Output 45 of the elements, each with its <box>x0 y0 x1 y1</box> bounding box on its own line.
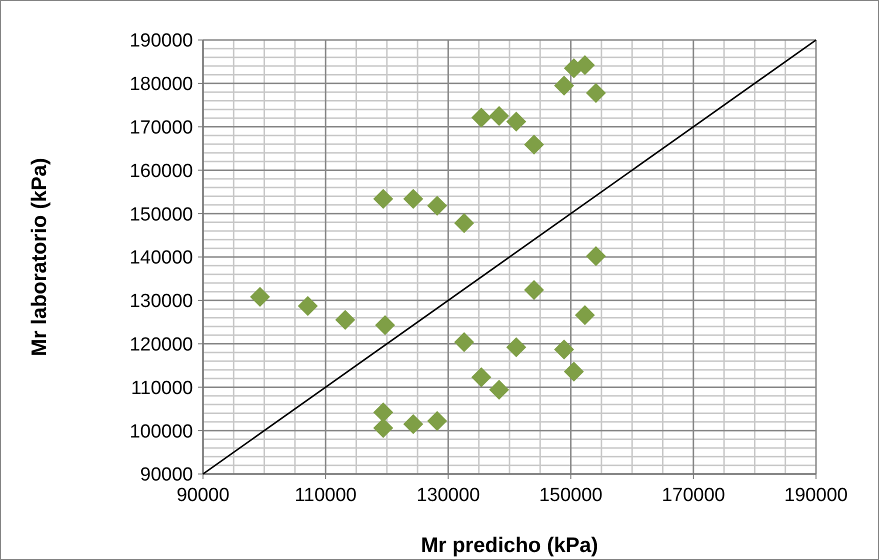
x-tick-label: 110000 <box>294 485 357 506</box>
y-tick-label: 120000 <box>130 334 193 356</box>
point <box>427 411 448 432</box>
point <box>373 188 394 209</box>
y-tick-label: 160000 <box>130 160 193 182</box>
point <box>489 106 510 126</box>
y-tick-label: 180000 <box>130 74 193 96</box>
point <box>586 82 606 103</box>
point <box>471 367 492 388</box>
point <box>298 296 318 316</box>
point <box>554 76 574 96</box>
point <box>564 362 584 382</box>
y-tick-label: 90000 <box>140 464 193 486</box>
point <box>489 380 510 400</box>
x-tick-label: 130000 <box>416 485 480 506</box>
point <box>554 339 574 360</box>
x-axis-title: Mr predicho (kPa) <box>420 534 598 557</box>
point <box>506 112 526 132</box>
y-tick-label: 140000 <box>130 248 193 269</box>
x-tick-label: 90000 <box>176 485 230 506</box>
point <box>586 246 606 266</box>
point <box>403 414 424 434</box>
point <box>373 402 394 422</box>
y-tick-label: 150000 <box>130 204 193 226</box>
y-tick-label: 170000 <box>130 117 193 138</box>
point <box>454 332 474 352</box>
y-axis-title: Mr laboratorio (kPa) <box>28 158 51 356</box>
point <box>471 108 492 128</box>
point <box>403 188 424 209</box>
y-tick-label: 130000 <box>130 291 193 312</box>
point <box>506 337 526 358</box>
x-tick-label: 190000 <box>784 485 848 506</box>
point <box>574 305 595 326</box>
point <box>524 134 544 155</box>
y-tick-label: 190000 <box>130 30 193 52</box>
x-tick-label: 150000 <box>539 485 603 506</box>
point <box>250 286 270 307</box>
point <box>375 315 396 336</box>
y-tick-label: 110000 <box>131 378 193 399</box>
point <box>335 310 356 330</box>
x-tick-label: 170000 <box>662 485 726 506</box>
point <box>427 196 448 216</box>
y-tick-label: 100000 <box>130 421 193 442</box>
point <box>524 280 544 300</box>
point <box>454 213 474 234</box>
